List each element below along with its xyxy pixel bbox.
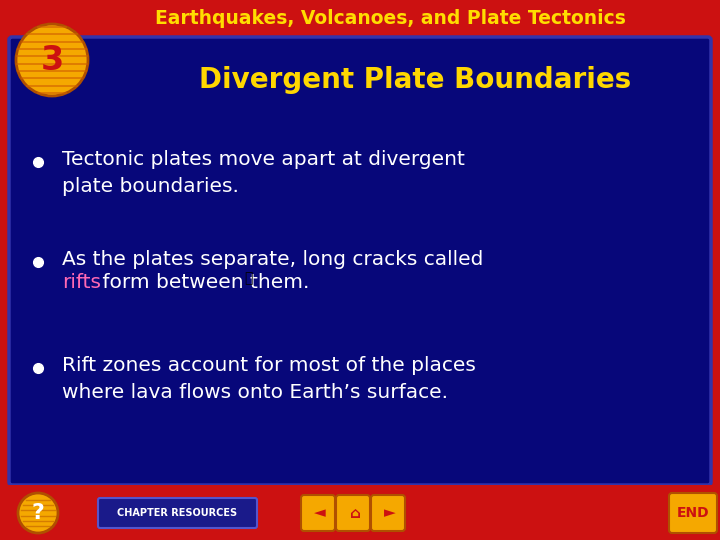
- Text: 3: 3: [40, 44, 63, 77]
- Circle shape: [16, 24, 88, 96]
- FancyBboxPatch shape: [371, 495, 405, 531]
- Text: Divergent Plate Boundaries: Divergent Plate Boundaries: [199, 66, 631, 94]
- Text: ⌂: ⌂: [350, 505, 361, 521]
- Text: ►: ►: [384, 505, 396, 521]
- Circle shape: [18, 493, 58, 533]
- FancyBboxPatch shape: [9, 37, 711, 485]
- Text: Rift zones account for most of the places
where lava flows onto Earth’s surface.: Rift zones account for most of the place…: [62, 356, 476, 402]
- FancyBboxPatch shape: [0, 485, 720, 540]
- Text: 🔊: 🔊: [244, 272, 253, 286]
- FancyBboxPatch shape: [301, 495, 335, 531]
- Text: As the plates separate, long cracks called: As the plates separate, long cracks call…: [62, 250, 483, 269]
- FancyBboxPatch shape: [669, 493, 717, 533]
- Text: form between them.: form between them.: [96, 273, 310, 293]
- Text: ◄: ◄: [314, 505, 326, 521]
- FancyBboxPatch shape: [98, 498, 257, 528]
- FancyBboxPatch shape: [0, 0, 720, 35]
- FancyBboxPatch shape: [336, 495, 370, 531]
- Text: rifts: rifts: [62, 273, 101, 293]
- Text: CHAPTER RESOURCES: CHAPTER RESOURCES: [117, 508, 237, 518]
- Text: Earthquakes, Volcanoes, and Plate Tectonics: Earthquakes, Volcanoes, and Plate Tecton…: [155, 9, 626, 28]
- Text: END: END: [677, 506, 709, 520]
- Text: ?: ?: [32, 503, 45, 523]
- Text: Tectonic plates move apart at divergent
plate boundaries.: Tectonic plates move apart at divergent …: [62, 150, 465, 196]
